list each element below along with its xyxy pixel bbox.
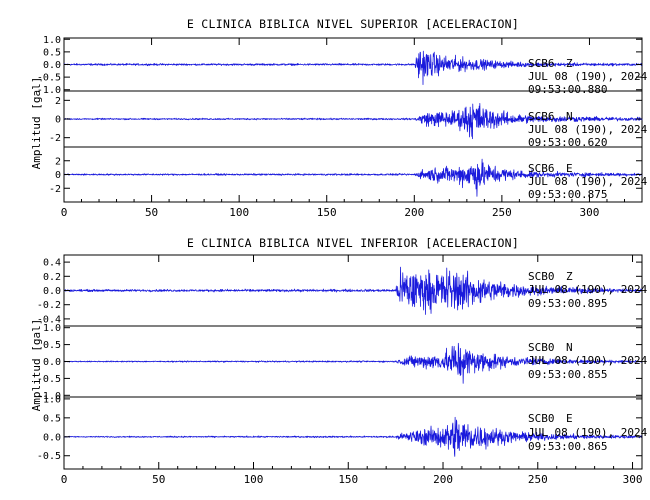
panel-inferior-n: 1.0 0.5 0.0 -0.5 -1.0 SCB0 N JUL 08 (190), 2…	[37, 323, 648, 402]
y-tick-label: 2	[55, 156, 61, 167]
y-tick-label: 0	[55, 170, 61, 181]
y-tick-label: 0.5	[43, 413, 61, 424]
component-label: E	[566, 162, 573, 175]
top-y-axis-label: Amplitud [gal]	[30, 77, 43, 170]
x-tick-label: 50	[145, 206, 158, 219]
y-tick-label: -0.5	[37, 451, 61, 462]
component-label: N	[566, 341, 573, 354]
y-ticks: 0.4 0.2 0.0 -0.2 -0.4	[37, 258, 642, 325]
date-label: JUL 08 (190), 2024	[528, 70, 648, 83]
x-tick-label: 300	[580, 206, 600, 219]
y-tick-label: 0.0	[43, 60, 61, 71]
x-tick-label: 0	[61, 206, 68, 219]
station-label: SCB6	[528, 110, 555, 123]
y-tick-label: 2	[55, 96, 61, 107]
y-tick-label: -1.0	[37, 391, 61, 402]
y-tick-label: 1.0	[43, 323, 61, 334]
x-tick-label: 50	[152, 473, 165, 486]
y-tick-label: 0.4	[43, 258, 61, 269]
component-label: Z	[566, 57, 573, 70]
component-label: E	[566, 412, 573, 425]
panel-frame	[63, 396, 643, 470]
date-label: JUL 08 (190), 2024	[528, 426, 648, 439]
panel-superior-z: 1.00.5 0.0 -0.5-1.0 SCB6 Z JUL 08 (190), 2…	[37, 35, 648, 96]
x-tick-label: 100	[244, 473, 264, 486]
y-tick-label: -0.4	[37, 314, 61, 325]
bottom-chart-title: E CLINICA BIBLICA NIVEL INFERIOR [ACELER…	[187, 236, 519, 250]
date-label: JUL 08 (190), 2024	[528, 175, 648, 188]
y-tick-label: 0.0	[43, 357, 61, 368]
panel-superior-n: 2 0 -2 SCB6 N JUL 08 (190), 2024 09:53:00.…	[49, 90, 648, 149]
time-label: 09:53:00.895	[528, 297, 607, 310]
x-tick-label: 100	[229, 206, 249, 219]
trace-line	[63, 416, 643, 457]
date-label: JUL 08 (190), 2024	[528, 283, 648, 296]
station-label: SCB6	[528, 57, 555, 70]
panel-inferior-e: 1.00.50.0-0.5 SCB0 E JUL 08 (190), 2024 …	[37, 394, 648, 470]
bottom-y-axis-label: Amplitud [gal]	[30, 319, 43, 412]
trace-line	[63, 50, 643, 85]
station-label: SCB6	[528, 162, 555, 175]
y-ticks: 1.0 0.5 0.0 -0.5 -1.0	[37, 323, 642, 402]
top-chart-title: E CLINICA BIBLICA NIVEL SUPERIOR [ACELER…	[187, 17, 519, 31]
station-label: SCB0	[528, 270, 555, 283]
y-tick-label: 0.0	[43, 432, 61, 443]
top-x-axis: 0 50 100 150 200 250 300	[61, 38, 643, 219]
component-label: N	[566, 110, 573, 123]
y-tick-label: 1.0	[43, 35, 61, 46]
date-label: JUL 08 (190), 2024	[528, 123, 648, 136]
y-tick-label: -0.2	[37, 300, 61, 311]
y-tick-label: -1.0	[37, 85, 61, 96]
x-tick-label: 250	[492, 206, 512, 219]
x-tick-label: 200	[433, 473, 453, 486]
y-tick-label: 0	[55, 115, 61, 126]
time-label: 09:53:00.865	[528, 440, 607, 453]
trace-line	[63, 158, 643, 197]
y-ticks: 1.00.5 0.0 -0.5-1.0	[37, 35, 642, 96]
y-tick-label: -2	[49, 184, 61, 195]
y-ticks: 2 0 -2	[49, 156, 642, 195]
trace-line	[63, 103, 643, 140]
y-tick-label: 0.5	[43, 47, 61, 58]
y-tick-label: 0.5	[43, 340, 61, 351]
x-tick-label: 0	[61, 473, 68, 486]
bottom-x-axis: 0 50 100 150 200 250 300	[61, 255, 643, 486]
y-tick-label: -0.5	[37, 374, 61, 385]
time-label: 09:53:00.880	[528, 83, 607, 96]
station-label: SCB0	[528, 341, 555, 354]
x-tick-label: 150	[338, 473, 358, 486]
y-tick-label: -2	[49, 133, 61, 144]
trace-line	[63, 342, 643, 384]
panel-superior-e: 2 0 -2 SCB6 E JUL 08 (190), 2024 09:53:00.…	[49, 146, 648, 203]
time-label: 09:53:00.875	[528, 188, 607, 201]
station-label: SCB0	[528, 412, 555, 425]
time-label: 09:53:00.620	[528, 136, 607, 149]
y-ticks: 2 0 -2	[49, 96, 642, 144]
panel-inferior-z: 0.4 0.2 0.0 -0.2 -0.4 SCB0 Z JUL 08 (190), 2…	[37, 254, 648, 327]
trace-line	[63, 266, 643, 315]
component-label: Z	[566, 270, 573, 283]
x-tick-label: 200	[404, 206, 424, 219]
y-ticks: 1.0 0.5 0.0 -0.5	[37, 394, 642, 462]
y-tick-label: 1.0	[43, 394, 61, 405]
y-tick-label: -0.5	[37, 73, 61, 84]
x-tick-label: 150	[317, 206, 337, 219]
x-tick-label: 250	[528, 473, 548, 486]
time-label: 09:53:00.855	[528, 368, 607, 381]
date-label: JUL 08 (190), 2024	[528, 354, 648, 367]
y-tick-label: 0.2	[43, 272, 61, 283]
y-tick-label: 0.0	[43, 286, 61, 297]
x-tick-label: 300	[623, 473, 643, 486]
